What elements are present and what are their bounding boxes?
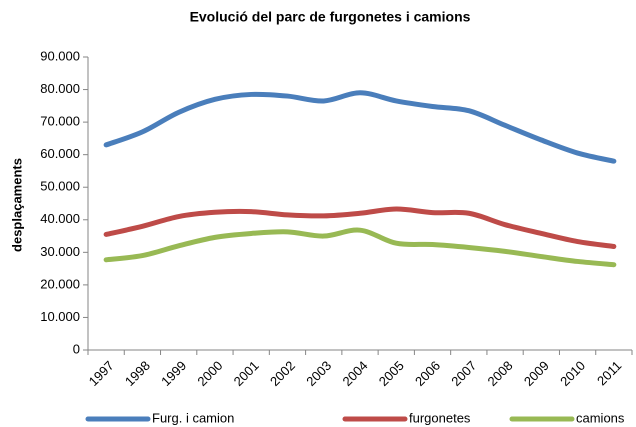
- legend-label: Furg. i camion: [152, 410, 234, 425]
- x-tick-label: 2002: [267, 358, 298, 389]
- x-tick-label: 2003: [303, 358, 334, 389]
- x-tick-label: 1999: [158, 358, 189, 389]
- x-tick-label: 2000: [194, 358, 225, 389]
- y-tick-label: 70.000: [40, 114, 80, 129]
- x-tick-label: 1997: [86, 358, 117, 389]
- y-tick-label: 60.000: [40, 146, 80, 161]
- legend-label: camions: [576, 410, 625, 425]
- y-tick-label: 10.000: [40, 309, 80, 324]
- y-tick-label: 0: [73, 341, 80, 356]
- legend-label: furgonetes: [409, 410, 471, 425]
- x-tick-label: 2008: [485, 358, 516, 389]
- line-series: [103, 90, 617, 164]
- y-tick-label: 20.000: [40, 276, 80, 291]
- x-tick-label: 2001: [231, 358, 262, 389]
- x-tick-label: 2011: [594, 358, 624, 388]
- y-tick-label: 30.000: [40, 244, 80, 259]
- x-tick-label: 2005: [376, 358, 407, 389]
- x-tick-label: 2007: [448, 358, 479, 389]
- y-tick-label: 50.000: [40, 179, 80, 194]
- x-tick-label: 2006: [412, 358, 443, 389]
- y-tick-label: 40.000: [40, 211, 80, 226]
- x-tick-label: 2004: [339, 358, 370, 389]
- y-axis-label: desplaçaments: [9, 158, 24, 252]
- line-series: [103, 227, 617, 268]
- line-series: [103, 206, 617, 249]
- x-tick-label: 2010: [557, 358, 588, 389]
- x-tick-label: 2009: [521, 358, 552, 389]
- y-tick-label: 90.000: [40, 48, 80, 63]
- y-tick-label: 80.000: [40, 81, 80, 96]
- chart-title: Evolució del parc de furgonetes i camion…: [190, 9, 471, 25]
- x-tick-label: 1998: [122, 358, 153, 389]
